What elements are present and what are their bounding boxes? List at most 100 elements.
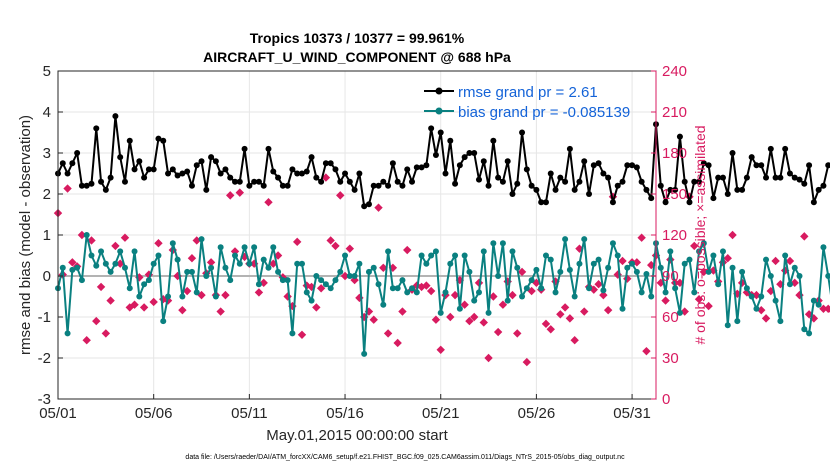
obs-marker <box>661 296 670 305</box>
bias-point <box>753 305 760 312</box>
y-left-tick-label: -2 <box>38 350 51 367</box>
bias-point <box>758 293 765 300</box>
obs-marker <box>580 307 589 316</box>
x-axis-label: May.01,2015 00:00:00 start <box>266 427 448 444</box>
obs-marker <box>135 273 144 282</box>
rmse-point <box>298 170 305 177</box>
y-left-tick-label: 2 <box>43 186 51 203</box>
rmse-point <box>514 180 521 187</box>
rmse-point <box>308 154 315 161</box>
rmse-point <box>413 164 420 171</box>
bias-point <box>160 318 167 325</box>
bias-point <box>255 281 262 288</box>
obs-marker <box>527 286 536 296</box>
obs-marker <box>101 329 111 338</box>
rmse-point <box>98 178 105 185</box>
bias-point <box>648 293 655 300</box>
bias-point <box>327 285 334 292</box>
obs-marker <box>316 284 326 293</box>
rmse-point <box>633 164 640 171</box>
bias-point <box>456 305 463 312</box>
rmse-point <box>715 174 722 181</box>
bias-point <box>504 297 511 304</box>
rmse-point <box>409 178 416 185</box>
obs-marker <box>226 191 235 200</box>
rmse-point <box>227 174 234 181</box>
bias-point <box>136 293 143 300</box>
obs-marker <box>771 256 780 266</box>
rmse-point <box>456 162 463 169</box>
rmse-point <box>236 178 243 185</box>
rmse-point <box>681 178 688 185</box>
rmse-point <box>763 174 770 181</box>
rmse-point <box>782 145 789 152</box>
rmse-point <box>471 150 478 156</box>
rmse-point <box>303 168 310 175</box>
rmse-point <box>566 145 573 152</box>
bias-point <box>595 256 602 263</box>
rmse-point <box>428 125 435 132</box>
bias-point <box>83 232 90 238</box>
bias-point <box>131 248 138 255</box>
obs-marker <box>800 232 809 241</box>
rmse-point <box>676 133 683 140</box>
rmse-point <box>260 182 267 189</box>
obs-marker <box>618 256 627 266</box>
rmse-point <box>399 182 406 189</box>
bias-point <box>676 309 683 316</box>
bias-point <box>365 268 372 275</box>
bias-point <box>432 248 439 255</box>
bias-point <box>385 248 392 255</box>
bias-point <box>609 240 616 247</box>
bias-point <box>605 264 612 271</box>
rmse-point <box>212 158 219 165</box>
bias-point <box>141 281 148 288</box>
obs-marker <box>96 282 106 292</box>
bias-point <box>413 289 420 296</box>
rmse-point <box>165 170 172 177</box>
bias-point <box>480 248 487 255</box>
rmse-point <box>542 199 549 206</box>
rmse-point <box>255 178 262 185</box>
obs-marker <box>498 300 508 309</box>
bias-point <box>619 305 626 312</box>
obs-marker <box>139 303 149 312</box>
obs-marker <box>393 338 402 348</box>
rmse-point <box>121 178 128 185</box>
bias-point <box>538 285 545 292</box>
y-right-tick-label: 120 <box>662 227 687 244</box>
bias-point <box>442 289 449 296</box>
obs-marker <box>517 267 527 277</box>
bias-point <box>576 260 583 267</box>
obs-marker <box>369 315 378 324</box>
rmse-point <box>365 201 372 208</box>
rmse-point <box>447 137 454 144</box>
bias-point <box>155 252 162 259</box>
rmse-point <box>619 178 626 185</box>
bias-point <box>729 264 736 271</box>
rmse-point <box>796 176 803 183</box>
rmse-point <box>294 170 301 177</box>
y-right-tick-label: 60 <box>662 309 679 326</box>
bias-point <box>428 252 435 259</box>
obs-marker <box>508 290 517 300</box>
bias-point <box>294 260 301 267</box>
bias-point <box>719 248 726 255</box>
bias-point <box>523 285 530 292</box>
rmse-point <box>385 182 392 189</box>
bias-point <box>399 277 406 284</box>
bias-point <box>638 289 645 296</box>
bias-point <box>466 268 473 275</box>
bias-point <box>734 318 741 325</box>
rmse-point <box>643 186 650 193</box>
bias-point <box>98 248 105 255</box>
obs-marker <box>426 286 436 296</box>
obs-marker <box>221 290 230 300</box>
rmse-point <box>791 174 798 181</box>
obs-marker <box>144 270 154 279</box>
obs-marker <box>446 312 455 322</box>
bias-point <box>667 248 674 255</box>
obs-marker <box>345 244 355 253</box>
rmse-point <box>657 182 664 189</box>
bias-point <box>452 252 459 259</box>
